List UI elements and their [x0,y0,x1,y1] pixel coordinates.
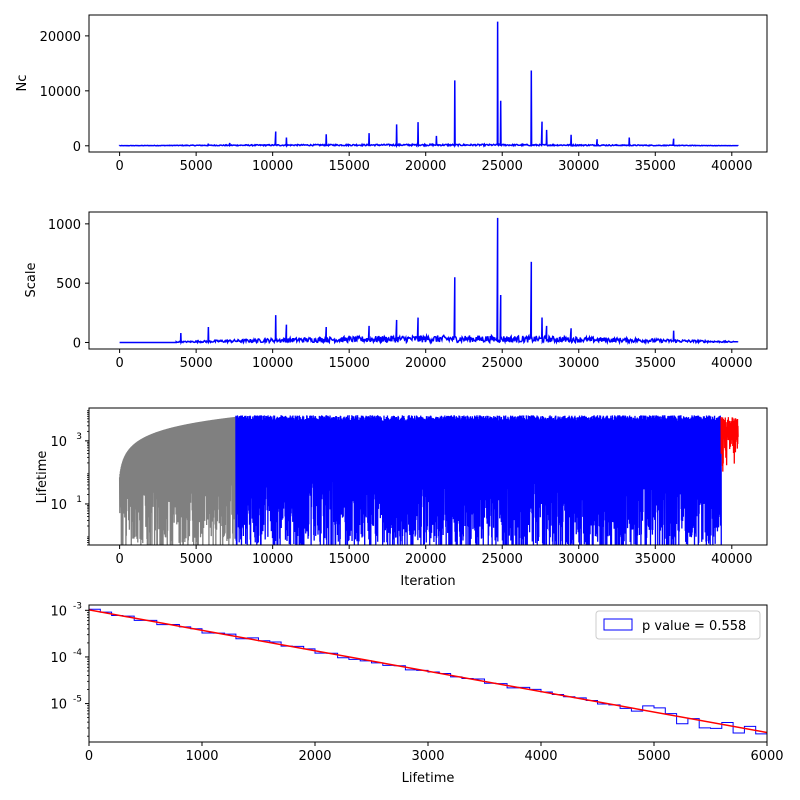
x-tick-label: 10000 [252,552,293,567]
y-tick-label: 10 [50,435,67,450]
x-tick-label: 5000 [180,159,213,174]
x-tick-label: 0 [115,356,123,371]
x-tick-label: 6000 [750,749,783,764]
histogram-x-label: Lifetime [402,771,455,786]
scale-plot-area [119,217,739,346]
x-tick-label: 25000 [482,356,523,371]
nc-plot-area [118,21,739,149]
nc-axes-frame [88,14,768,153]
legend-swatch [603,618,633,631]
y-tick-exponent: -3 [73,601,82,611]
lifetime-y-ticks: 10 1 10 3 [50,410,89,546]
x-tick-label: 3000 [411,749,444,764]
nc-panel: 0 5000 10000 15000 20000 25000 30000 35000 40000… [15,14,768,174]
y-tick-exponent: -5 [73,695,82,705]
series-line [119,217,739,346]
y-tick-label: 10000 [40,85,81,100]
lifetime-y-label: Lifetime [35,451,50,504]
nc-y-label: Nc [15,75,30,92]
series-line-0 [118,416,237,545]
histogram-plot-area [89,608,767,735]
x-tick-label: 35000 [635,552,676,567]
histogram-panel: 0 1000 2000 3000 4000 5000 6000 10 -5 10 -4 10 -3 L… [50,601,783,786]
x-tick-label: 0 [115,552,123,567]
x-tick-label: 30000 [558,159,599,174]
iteration-x-label: Iteration [400,574,455,589]
x-tick-label: 5000 [180,356,213,371]
legend: p value = 0.558 [595,610,761,640]
lifetime-x-ticks: 0 5000 10000 15000 20000 25000 30000 35000 40000 [115,545,752,567]
x-tick-label: 25000 [482,552,523,567]
x-tick-label: 20000 [405,356,446,371]
series-line [118,21,739,149]
x-tick-label: 10000 [252,356,293,371]
series-line-1 [235,415,722,545]
y-tick-label: 10 [50,651,67,666]
y-tick-label: 1000 [48,218,81,233]
y-tick-exponent: 3 [76,432,82,442]
scale-y-ticks: 0 500 1000 [48,218,89,351]
x-tick-label: 5000 [180,552,213,567]
x-tick-label: 1000 [185,749,218,764]
lifetime-plot-area [118,415,739,545]
lifetime-axes-frame [88,407,768,546]
scale-y-label: Scale [24,263,39,298]
x-tick-label: 25000 [482,159,523,174]
series-group [89,608,767,735]
x-tick-label: 35000 [635,159,676,174]
y-tick-exponent: 1 [76,495,82,505]
x-tick-label: 40000 [711,159,752,174]
x-tick-label: 4000 [524,749,557,764]
fit-line [89,609,767,734]
series-group [118,415,739,545]
x-tick-label: 2000 [298,749,331,764]
y-tick-label: 500 [56,277,81,292]
x-tick-label: 15000 [329,159,370,174]
x-tick-label: 15000 [329,356,370,371]
series-group [118,21,739,149]
x-tick-label: 35000 [635,356,676,371]
nc-y-ticks: 0 10000 20000 [40,30,89,155]
x-tick-label: 10000 [252,159,293,174]
series-line-2 [720,417,739,472]
scale-x-ticks: 0 5000 10000 15000 20000 25000 30000 35000 40000 [115,349,752,371]
x-tick-label: 40000 [711,356,752,371]
scale-panel: 0 5000 10000 15000 20000 25000 30000 35000 40000… [24,211,768,371]
x-tick-label: 0 [85,749,93,764]
y-tick-label: 10 [50,604,67,619]
x-tick-label: 20000 [405,552,446,567]
histogram-y-ticks: 10 -5 10 -4 10 -3 [50,601,89,737]
scale-axes-frame [88,211,768,350]
histogram-x-ticks: 0 1000 2000 3000 4000 5000 6000 [85,742,784,764]
x-tick-label: 20000 [405,159,446,174]
lifetime-panel: 0 5000 10000 15000 20000 25000 30000 35000 40000… [35,407,768,589]
x-tick-label: 30000 [558,356,599,371]
x-tick-label: 30000 [558,552,599,567]
y-tick-label: 10 [50,698,67,713]
y-tick-label: 0 [73,140,81,155]
y-tick-label: 10 [50,498,67,513]
y-tick-exponent: -4 [73,648,82,658]
series-group [119,217,739,346]
y-tick-label: 20000 [40,30,81,45]
x-tick-label: 5000 [637,749,670,764]
y-tick-label: 0 [73,336,81,351]
legend-label: p value = 0.558 [642,619,746,634]
nc-x-ticks: 0 5000 10000 15000 20000 25000 30000 35000 40000 [115,152,752,174]
x-tick-label: 0 [115,159,123,174]
x-tick-label: 15000 [329,552,370,567]
legend-box [595,610,761,640]
x-tick-label: 40000 [711,552,752,567]
